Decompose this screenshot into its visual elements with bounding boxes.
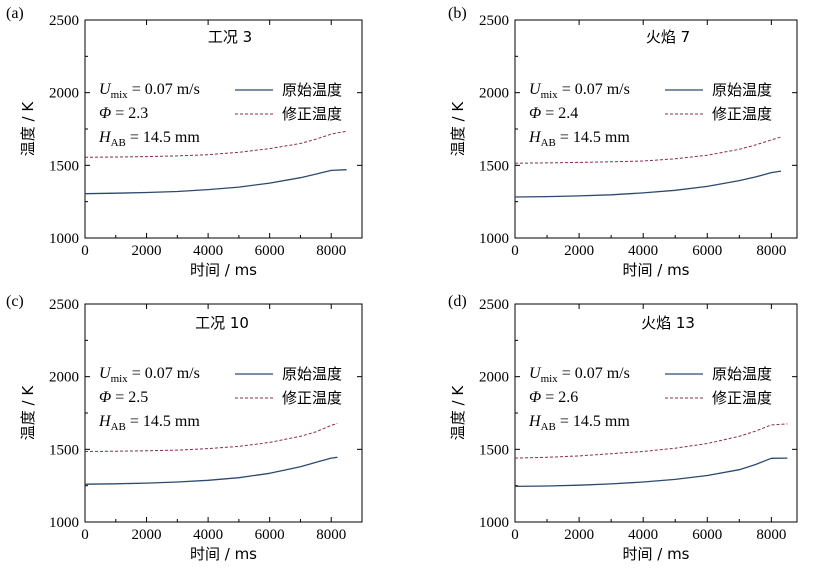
x-axis-label: 时间 / ms — [622, 545, 689, 563]
y-tick-label: 1000 — [49, 515, 79, 531]
x-tick-label: 0 — [81, 527, 89, 543]
series-line-original — [514, 170, 782, 198]
x-tick-label: 0 — [511, 527, 519, 543]
x-tick-label: 0 — [81, 243, 89, 259]
y-tick-label: 2000 — [49, 370, 79, 386]
panel-label: (c) — [6, 293, 24, 310]
x-tick-label: 2000 — [564, 243, 594, 259]
param-umix: Umix = 0.07 m/s — [529, 365, 630, 385]
chart-panel-2: (b) 火焰 7 0 2000 4000 6000 8000 1000 1500 2000 2500… — [448, 5, 798, 279]
y-axis-label: 温度 / K — [19, 101, 37, 157]
param-phi: Φ = 2.3 — [99, 105, 148, 122]
panel-label: (a) — [6, 5, 24, 22]
x-tick-label: 2000 — [132, 527, 162, 543]
legend-label-original: 原始温度 — [712, 365, 772, 383]
y-tick-label: 2500 — [479, 13, 509, 29]
param-umix: Umix = 0.07 m/s — [99, 365, 200, 385]
y-tick-label: 1500 — [479, 442, 509, 458]
series-line-original — [84, 456, 338, 485]
panel-title: 火焰 7 — [646, 28, 690, 46]
series-line-corrected — [84, 422, 338, 452]
y-tick-label: 2500 — [479, 297, 509, 313]
y-tick-label: 2000 — [49, 86, 79, 102]
legend-label-original: 原始温度 — [282, 81, 342, 99]
x-tick-label: 4000 — [193, 243, 223, 259]
legend-label-corrected: 修正温度 — [712, 389, 772, 407]
y-axis-label: 温度 / K — [19, 385, 37, 441]
param-phi: Φ = 2.5 — [99, 389, 148, 406]
param-phi: Φ = 2.4 — [529, 105, 578, 122]
x-tick-label: 6000 — [255, 243, 285, 259]
legend-label-corrected: 修正温度 — [282, 389, 342, 407]
x-tick-label: 6000 — [692, 527, 722, 543]
x-tick-label: 0 — [511, 243, 519, 259]
x-tick-label: 4000 — [628, 243, 658, 259]
x-tick-label: 8000 — [316, 243, 346, 259]
x-tick-label: 2000 — [132, 243, 162, 259]
legend-label-corrected: 修正温度 — [282, 105, 342, 123]
x-axis-label: 时间 / ms — [622, 261, 689, 279]
panel-label: (d) — [448, 293, 467, 310]
y-tick-label: 2500 — [49, 297, 79, 313]
param-umix: Umix = 0.07 m/s — [529, 81, 630, 101]
param-hab: HAB = 14.5 mm — [528, 413, 630, 433]
y-tick-label: 1500 — [49, 442, 79, 458]
panel-title: 火焰 13 — [641, 314, 695, 332]
chart-panel-4: (d) 火焰 13 0 2000 4000 6000 8000 1000 1500 2000 250… — [448, 293, 798, 563]
x-tick-label: 4000 — [628, 527, 658, 543]
y-tick-label: 2000 — [479, 86, 509, 102]
y-tick-label: 1500 — [49, 158, 79, 174]
param-hab: HAB = 14.5 mm — [98, 413, 200, 433]
y-tick-label: 2000 — [479, 370, 509, 386]
x-tick-label: 2000 — [564, 527, 594, 543]
y-tick-label: 2500 — [49, 13, 79, 29]
x-tick-label: 8000 — [756, 243, 786, 259]
x-tick-label: 8000 — [756, 527, 786, 543]
series-line-original — [514, 457, 788, 488]
panel-label: (b) — [448, 5, 467, 22]
y-tick-label: 1000 — [49, 231, 79, 247]
series-line-corrected — [514, 136, 782, 164]
y-tick-label: 1500 — [479, 158, 509, 174]
legend-label-original: 原始温度 — [282, 365, 342, 383]
param-umix: Umix = 0.07 m/s — [99, 81, 200, 101]
x-tick-label: 4000 — [193, 527, 223, 543]
x-axis-label: 时间 / ms — [190, 261, 257, 279]
x-axis-label: 时间 / ms — [190, 545, 257, 563]
x-tick-label: 6000 — [255, 527, 285, 543]
legend-label-corrected: 修正温度 — [712, 105, 772, 123]
param-hab: HAB = 14.5 mm — [98, 129, 200, 149]
y-axis-label: 温度 / K — [449, 101, 467, 157]
chart-panel-3: (c) 工况 10 0 2000 4000 6000 8000 1000 1500 2000 250… — [6, 293, 363, 563]
x-tick-label: 6000 — [692, 243, 722, 259]
y-tick-label: 1000 — [479, 515, 509, 531]
y-axis-label: 温度 / K — [449, 385, 467, 441]
param-hab: HAB = 14.5 mm — [528, 129, 630, 149]
chart-panel-1: (a) 工况 3 0 2000 4000 6000 8000 1000 1500 2000 2500… — [6, 5, 363, 279]
panel-title: 工况 10 — [195, 314, 249, 332]
param-phi: Φ = 2.6 — [529, 389, 578, 406]
panel-title: 工况 3 — [208, 28, 252, 46]
y-tick-label: 1000 — [479, 231, 509, 247]
series-line-original — [84, 169, 347, 195]
x-tick-label: 8000 — [316, 527, 346, 543]
series-line-corrected — [84, 130, 347, 158]
legend-label-original: 原始温度 — [712, 81, 772, 99]
series-line-corrected — [514, 423, 788, 459]
